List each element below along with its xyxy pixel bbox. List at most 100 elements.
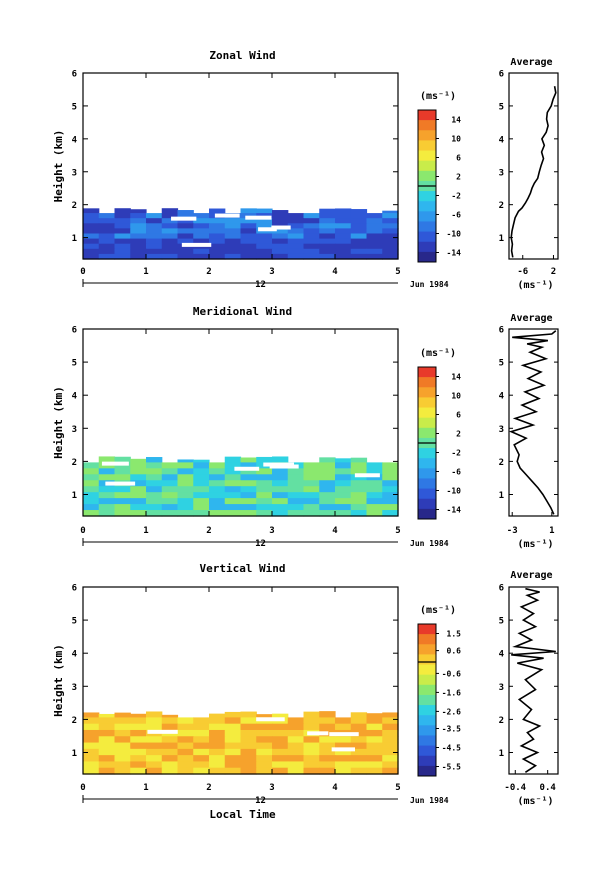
field-cell [382, 767, 399, 775]
field-cell [272, 213, 289, 219]
field-cell [209, 218, 226, 224]
field-cell [240, 767, 257, 775]
field-cell [240, 223, 257, 229]
field-cell [83, 233, 100, 240]
colorbar-swatch [418, 120, 436, 131]
field-cell [272, 748, 289, 756]
colorbar-swatch [418, 715, 436, 726]
field-cell [177, 717, 194, 725]
field-cell [350, 504, 368, 511]
y-axis-label: Height (km) [52, 130, 65, 203]
x-tick-label: 5 [395, 783, 400, 793]
field-cell [335, 755, 352, 763]
data-gap [214, 213, 240, 218]
field-cell [256, 767, 273, 775]
field-cell [193, 742, 210, 750]
field-cell [193, 462, 210, 469]
field-cell [224, 723, 242, 731]
field-cell [224, 717, 242, 725]
field-cell [161, 248, 179, 255]
field-cell [224, 492, 242, 499]
field-cell [224, 510, 242, 517]
field-cell [335, 468, 352, 475]
field-cell [240, 498, 257, 505]
field-cell [224, 248, 242, 255]
colorbar-swatch [418, 488, 436, 500]
colorbar-swatch [418, 448, 436, 459]
data-gap [101, 461, 129, 466]
field-cell [272, 729, 289, 737]
plot-frame [82, 328, 399, 517]
field-cell [114, 755, 131, 763]
data-gap [258, 227, 277, 232]
field-cell [114, 248, 131, 255]
field-cell [83, 510, 100, 517]
field-cell [209, 504, 226, 511]
field-cell [335, 218, 352, 224]
field-cell [177, 210, 194, 214]
field-cell [350, 462, 368, 469]
date-tick-label: 12 [255, 796, 266, 806]
field-cell [224, 233, 242, 240]
colorbar-swatch [418, 251, 436, 263]
field-cell [382, 712, 399, 719]
field-cell [146, 480, 163, 487]
field-cell [366, 468, 383, 475]
average-title: Average [510, 57, 552, 68]
colorbar-swatch [418, 130, 436, 141]
field-cell [193, 755, 210, 763]
field-cell [240, 457, 257, 463]
field-cell [177, 755, 194, 763]
field-cell [240, 468, 257, 475]
field-cell [256, 238, 273, 245]
y-tick-label: 4 [72, 392, 78, 402]
average-y-tick-label: 2 [499, 201, 504, 211]
field-cell [161, 736, 179, 744]
field-cell [114, 748, 131, 756]
field-cell [272, 233, 289, 240]
field-cell [98, 223, 116, 229]
field-cell [146, 238, 163, 245]
field-cell [224, 748, 242, 756]
average-y-tick-label: 5 [499, 102, 504, 112]
average-profile-line [511, 587, 556, 773]
field-cell [256, 468, 273, 475]
field-cell [146, 510, 163, 517]
field-cell [130, 243, 147, 250]
field-cell [177, 736, 194, 744]
field-cell [98, 713, 116, 719]
field-cell [240, 492, 257, 499]
field-cell [272, 742, 289, 750]
field-cell [130, 755, 147, 763]
field-cell [224, 218, 242, 224]
field-cell [303, 761, 320, 769]
data-gap [354, 473, 380, 478]
field-cell [130, 462, 147, 469]
field-cell [114, 223, 131, 229]
field-cell [209, 510, 226, 517]
field-cell [224, 736, 242, 744]
field-cell [130, 713, 147, 719]
field-cell [240, 711, 257, 719]
field-cell [161, 223, 179, 229]
field-cell [382, 742, 399, 750]
field-cell [130, 736, 147, 744]
y-axis-label: Height (km) [52, 644, 65, 717]
panel-title: Vertical Wind [199, 562, 285, 575]
field-cell [382, 228, 399, 235]
field-cell [272, 492, 289, 499]
field-cell [209, 480, 226, 487]
field-cell [161, 767, 179, 775]
field-cell [366, 755, 383, 763]
field-cell [161, 238, 179, 245]
field-cell [335, 492, 352, 499]
average-x-label: (ms⁻¹) [517, 539, 553, 550]
field-cell [240, 253, 257, 260]
field-cell [209, 253, 226, 260]
field-cell [382, 492, 399, 499]
field-cell [209, 742, 226, 750]
field-cell [366, 492, 383, 499]
field-cell [83, 218, 100, 224]
field-cell [224, 243, 242, 250]
field-cell [319, 755, 336, 763]
